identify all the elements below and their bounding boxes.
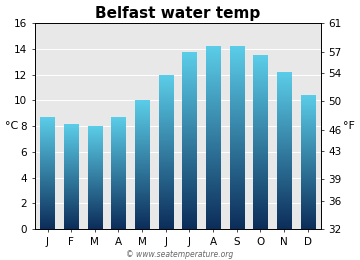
Y-axis label: °F: °F: [343, 121, 355, 131]
Y-axis label: °C: °C: [5, 121, 18, 131]
Title: Belfast water temp: Belfast water temp: [95, 5, 260, 21]
Text: © www.seatemperature.org: © www.seatemperature.org: [126, 250, 234, 259]
